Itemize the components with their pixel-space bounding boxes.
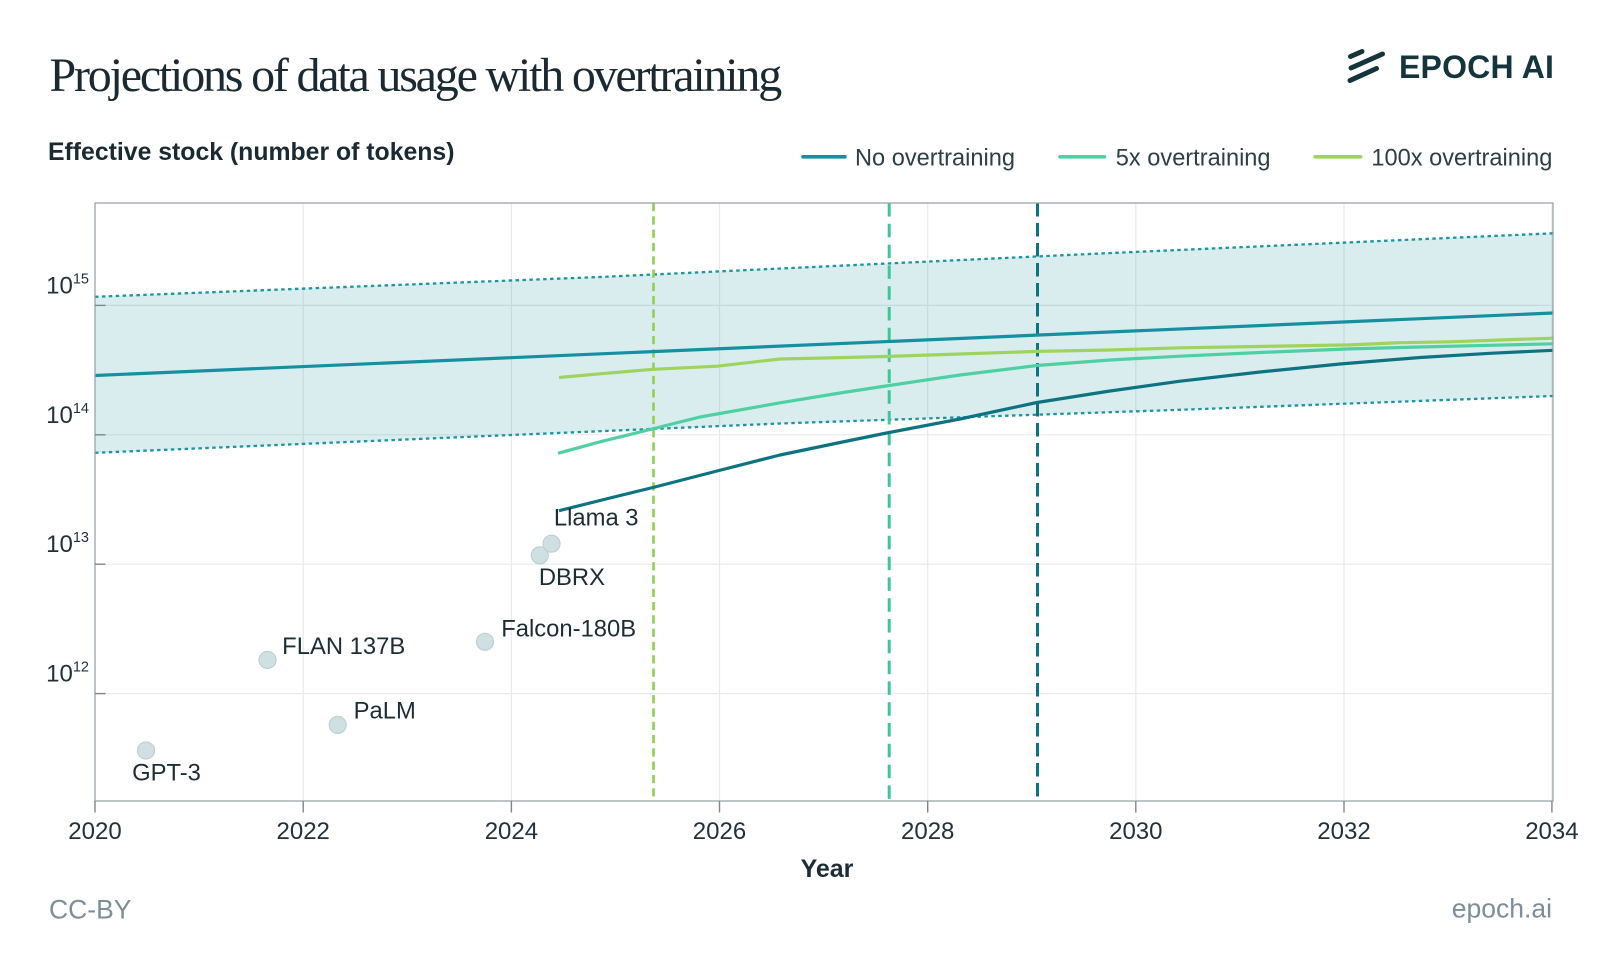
svg-text:GPT-3: GPT-3 [132, 760, 201, 787]
svg-text:CC-BY: CC-BY [49, 894, 132, 924]
svg-text:100x overtraining: 100x overtraining [1371, 146, 1552, 172]
svg-text:Projections of data usage with: Projections of data usage with overtrain… [50, 49, 783, 102]
svg-text:FLAN 137B: FLAN 137B [282, 633, 405, 660]
svg-text:1013: 1013 [46, 530, 89, 558]
svg-text:DBRX: DBRX [539, 564, 605, 591]
svg-text:2028: 2028 [901, 818, 954, 845]
svg-text:EPOCH AI: EPOCH AI [1399, 49, 1554, 85]
svg-text:Effective stock (number of tok: Effective stock (number of tokens) [48, 139, 454, 166]
svg-text:2020: 2020 [68, 818, 121, 845]
svg-text:2034: 2034 [1525, 818, 1578, 845]
svg-text:2032: 2032 [1317, 818, 1370, 845]
svg-text:2030: 2030 [1109, 818, 1162, 845]
svg-text:2024: 2024 [485, 818, 538, 845]
svg-text:Year: Year [801, 855, 854, 883]
svg-text:1014: 1014 [46, 401, 89, 429]
svg-text:Falcon-180B: Falcon-180B [501, 616, 636, 643]
svg-text:5x overtraining: 5x overtraining [1116, 146, 1271, 172]
svg-text:2022: 2022 [277, 818, 330, 845]
svg-text:1012: 1012 [46, 660, 89, 688]
svg-text:PaLM: PaLM [354, 698, 416, 725]
svg-text:epoch.ai: epoch.ai [1452, 894, 1552, 924]
svg-text:Llama 3: Llama 3 [554, 505, 639, 532]
svg-text:No overtraining: No overtraining [855, 146, 1015, 172]
svg-text:2026: 2026 [693, 818, 746, 845]
svg-text:1015: 1015 [46, 271, 89, 299]
